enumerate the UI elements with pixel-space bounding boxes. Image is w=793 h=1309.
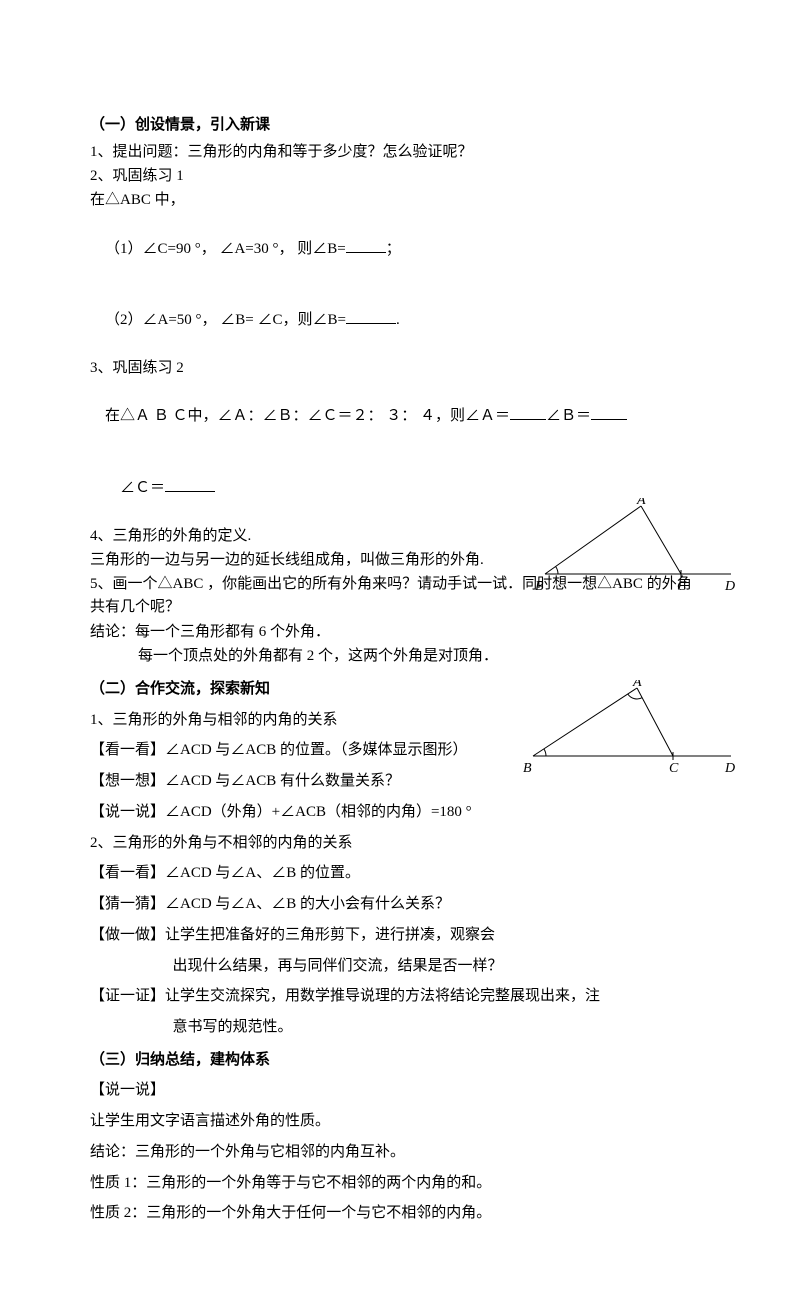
svg-text:B: B bbox=[535, 579, 544, 593]
text-line: 2、巩固练习 1 bbox=[90, 165, 703, 188]
svg-text:B: B bbox=[523, 761, 532, 775]
text-line: 在△ABC 中， bbox=[90, 189, 703, 212]
svg-text:D: D bbox=[724, 579, 735, 593]
text-line: 出现什么结果，再与同伴们交流，结果是否一样？ bbox=[90, 951, 703, 982]
text-line: 【猜一猜】∠ACD 与∠A、∠B 的大小会有什么关系？ bbox=[90, 889, 703, 920]
text-line: 【看一看】∠ACD 与∠A、∠B 的位置。 bbox=[90, 858, 703, 889]
text: （1）∠C=90 °， ∠A=30 °， 则∠B= bbox=[105, 241, 346, 257]
text: . bbox=[396, 312, 400, 328]
text-line: 每一个顶点处的外角都有 2 个，这两个外角是对顶角． bbox=[90, 645, 703, 668]
text-line: 【证一证】让学生交流探究，用数学推导说理的方法将结论完整展现出来，注 bbox=[90, 981, 703, 1012]
fill-blank[interactable] bbox=[346, 237, 386, 253]
section-1-heading: （一）创设情景，引入新课 bbox=[90, 114, 703, 137]
triangle-figure-2: A B C D bbox=[521, 680, 743, 780]
text-line: 3、巩固练习 2 bbox=[90, 357, 703, 380]
text-line: 在△Ａ Ｂ Ｃ中，∠Ａ：∠Ｂ：∠Ｃ＝２： ３： ４，则∠Ａ＝ ∠Ｂ＝ bbox=[90, 381, 703, 452]
text: （2）∠A=50 °， ∠B= ∠C，则∠B= bbox=[105, 312, 346, 328]
text: 在△Ａ Ｂ Ｃ中，∠Ａ：∠Ｂ：∠Ｃ＝２： ３： ４，则∠Ａ＝ bbox=[105, 408, 510, 424]
fill-blank[interactable] bbox=[591, 404, 627, 420]
document-page: A B C D A B C D （一）创设情景，引入新课 1、提出问题：三角形的内角和等于多… bbox=[0, 0, 793, 1309]
text: ； bbox=[386, 241, 401, 257]
text-line: 性质 1：三角形的一个外角等于与它不相邻的两个内角的和。 bbox=[90, 1168, 703, 1199]
text-line: 结论：三角形的一个外角与它相邻的内角互补。 bbox=[90, 1137, 703, 1168]
fill-blank[interactable] bbox=[346, 308, 396, 324]
text-line: 【做一做】让学生把准备好的三角形剪下，进行拼凑，观察会 bbox=[90, 920, 703, 951]
svg-text:C: C bbox=[669, 761, 679, 775]
text: ∠Ｃ＝ bbox=[120, 480, 165, 496]
text-line: 性质 2：三角形的一个外角大于任何一个与它不相邻的内角。 bbox=[90, 1198, 703, 1229]
svg-text:D: D bbox=[724, 761, 735, 775]
text-line: 2、三角形的外角与不相邻的内角的关系 bbox=[90, 828, 703, 859]
svg-text:A: A bbox=[632, 680, 642, 690]
svg-text:C: C bbox=[677, 579, 687, 593]
text-line: 1、提出问题：三角形的内角和等于多少度？怎么验证呢？ bbox=[90, 141, 703, 164]
fill-blank[interactable] bbox=[165, 476, 215, 492]
triangle-svg-2: A B C D bbox=[521, 680, 743, 775]
text-line: 结论：每一个三角形都有 6 个外角． bbox=[90, 621, 703, 644]
text-line: （2）∠A=50 °， ∠B= ∠C，则∠B=. bbox=[90, 285, 703, 356]
text-line: 【说一说】∠ACD（外角）+∠ACB（相邻的内角）=180 ° bbox=[90, 797, 703, 828]
section-3-heading: （三）归纳总结，建构体系 bbox=[90, 1049, 703, 1072]
text-line: 意书写的规范性。 bbox=[90, 1012, 703, 1043]
fill-blank[interactable] bbox=[510, 404, 546, 420]
text-line: 【说一说】 bbox=[90, 1075, 703, 1106]
triangle-svg-1: A B C D bbox=[533, 498, 743, 593]
svg-text:A: A bbox=[636, 498, 646, 508]
triangle-figure-1: A B C D bbox=[533, 498, 743, 598]
text: ∠Ｂ＝ bbox=[546, 408, 591, 424]
text-line: 让学生用文字语言描述外角的性质。 bbox=[90, 1106, 703, 1137]
text-line: （1）∠C=90 °， ∠A=30 °， 则∠B= ； bbox=[90, 213, 703, 284]
